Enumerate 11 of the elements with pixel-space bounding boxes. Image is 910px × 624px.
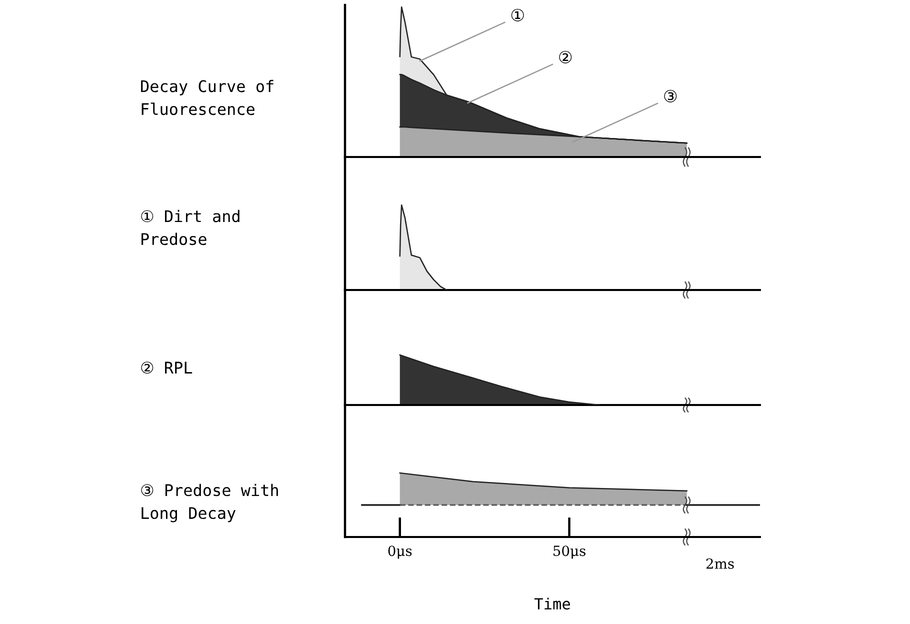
y-axis-title: ① Dirt and Predose	[141, 210, 240, 246]
x-axis-title: Time	[534, 598, 570, 610]
annotation: ②	[559, 50, 572, 64]
y-axis-title: ③ Predose with Long Decay	[141, 484, 278, 522]
x-tick-label: 0μs	[388, 546, 412, 559]
y-axis-title: ② RPL	[141, 362, 192, 374]
text: 2ms	[706, 558, 734, 569]
y-axis-title: Decay Curve of Fluorescence	[141, 80, 274, 116]
annotation: ①	[511, 8, 524, 22]
x-tick-label: 50μs	[554, 546, 586, 559]
annotation: ③	[664, 90, 677, 102]
